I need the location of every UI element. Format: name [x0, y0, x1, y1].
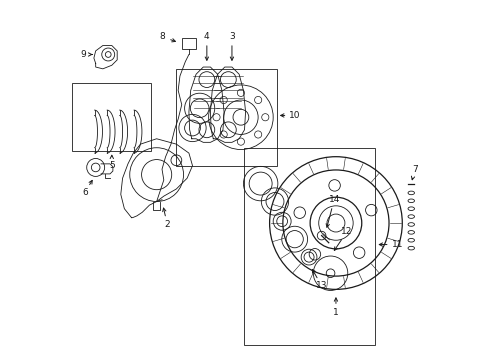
Bar — [182, 39, 196, 49]
Bar — [72, 83, 151, 151]
Text: 4: 4 — [203, 32, 209, 41]
Text: 7: 7 — [411, 165, 417, 174]
Text: 2: 2 — [164, 220, 170, 229]
Text: 14: 14 — [328, 195, 339, 204]
Text: 10: 10 — [289, 111, 300, 120]
Text: 11: 11 — [391, 240, 402, 249]
Bar — [244, 148, 375, 345]
Text: 6: 6 — [82, 188, 88, 197]
Text: 3: 3 — [228, 32, 234, 41]
Bar — [176, 69, 276, 166]
Text: 1: 1 — [332, 308, 338, 317]
Text: 13: 13 — [315, 281, 326, 290]
Text: 12: 12 — [340, 228, 352, 237]
Text: 8: 8 — [159, 32, 164, 41]
Text: 5: 5 — [109, 161, 115, 170]
Text: 9: 9 — [80, 50, 86, 59]
